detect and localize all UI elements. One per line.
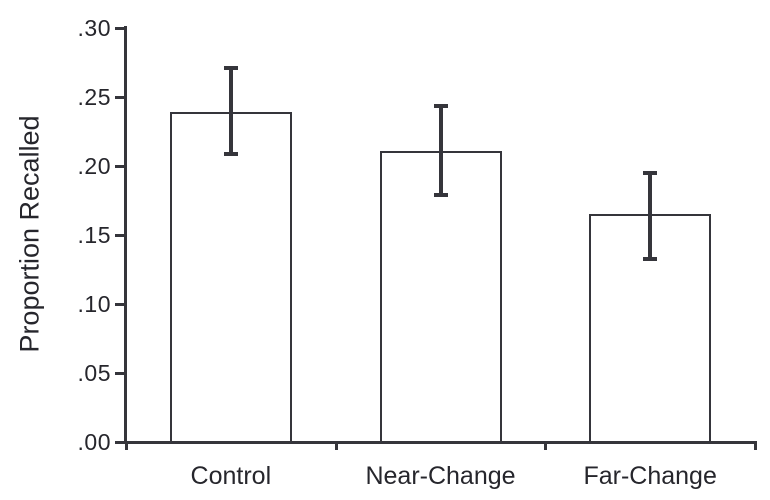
- y-tick: [115, 303, 124, 306]
- error-bar-cap-top-far-change: [643, 171, 658, 175]
- x-tick: [544, 442, 547, 450]
- x-label-control: Control: [190, 462, 272, 490]
- error-bar-cap-top-control: [223, 66, 238, 70]
- bar-control: [169, 112, 292, 444]
- y-tick-label: .25: [77, 84, 111, 110]
- y-tick-label: .15: [77, 222, 111, 248]
- y-tick-label: .10: [77, 291, 111, 317]
- error-bar-stem-near-change: [438, 105, 443, 196]
- error-bar-cap-bottom-near-change: [433, 193, 448, 197]
- error-bar-cap-top-near-change: [433, 104, 448, 108]
- error-bar-stem-far-change: [648, 172, 653, 260]
- y-tick: [115, 441, 124, 444]
- error-bar-cap-bottom-far-change: [643, 257, 658, 261]
- x-tick: [125, 442, 128, 450]
- y-tick-label: .20: [77, 153, 111, 179]
- x-tick: [335, 442, 338, 450]
- x-axis-line: [124, 441, 757, 444]
- x-label-near-change: Near-Change: [365, 462, 516, 490]
- y-tick: [115, 96, 124, 99]
- error-bar-stem-control: [228, 67, 233, 155]
- y-tick: [115, 27, 124, 30]
- error-bar-cap-bottom-control: [223, 152, 238, 156]
- y-axis-line: [124, 26, 127, 443]
- x-tick: [754, 442, 757, 450]
- y-tick: [115, 372, 124, 375]
- y-tick: [115, 165, 124, 168]
- y-tick-label: .05: [77, 360, 111, 386]
- y-tick-label: .30: [77, 15, 111, 41]
- y-tick: [115, 234, 124, 237]
- bar-near-change: [379, 151, 502, 444]
- x-label-far-change: Far-Change: [583, 462, 717, 490]
- y-tick-label: .00: [77, 429, 111, 455]
